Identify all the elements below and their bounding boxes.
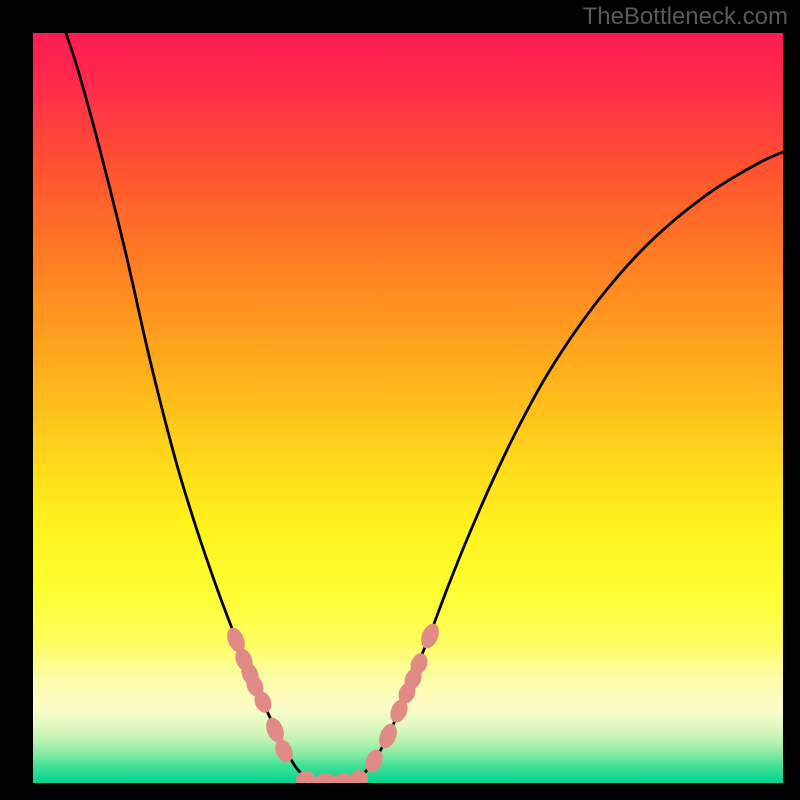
- plot-background-gradient: [33, 33, 783, 783]
- watermark-text: TheBottleneck.com: [583, 3, 788, 30]
- chart-canvas: TheBottleneck.com: [0, 0, 800, 800]
- bottleneck-curve-chart: TheBottleneck.com: [0, 0, 800, 800]
